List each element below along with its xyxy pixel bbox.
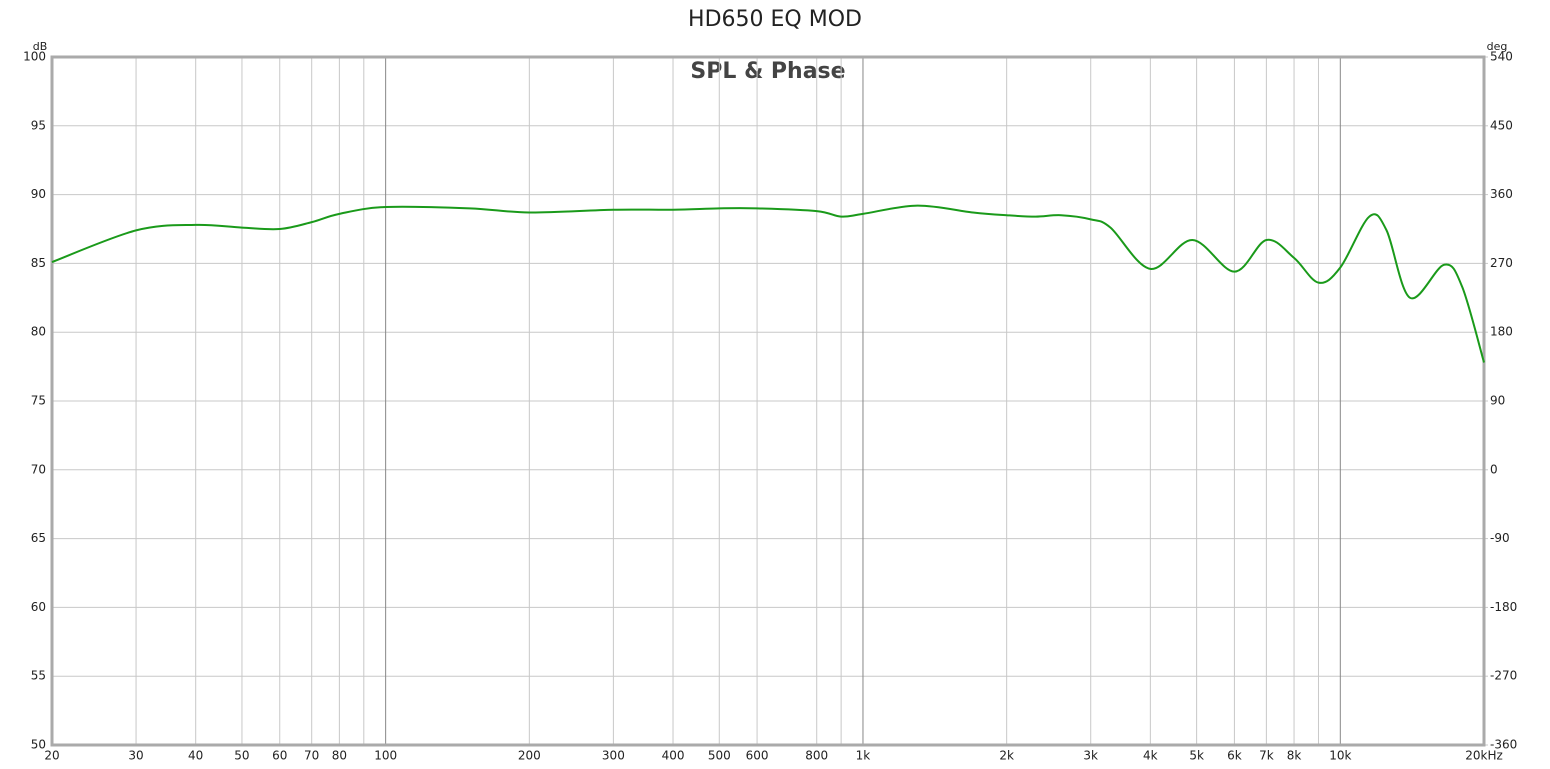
y-tick-label: 85 [31, 256, 46, 270]
x-tick-label: 500 [708, 749, 731, 763]
y-tick-label: 75 [31, 394, 46, 408]
y-tick-label: 95 [31, 118, 46, 132]
x-tick-label: 70 [304, 749, 319, 763]
y2-tick-label: -180 [1490, 600, 1517, 614]
y2-tick-label: 360 [1490, 187, 1513, 201]
x-tick-label: 50 [234, 749, 249, 763]
y2-tick-label: -90 [1490, 531, 1510, 545]
x-tick-label: 40 [188, 749, 203, 763]
x-tick-label: 20kHz [1465, 749, 1503, 763]
x-tick-label: 7k [1259, 749, 1274, 763]
y2-tick-label: -270 [1490, 669, 1517, 683]
x-tick-label: 100 [374, 749, 397, 763]
x-tick-label: 5k [1189, 749, 1204, 763]
y-tick-label: 90 [31, 187, 46, 201]
y-tick-label: 60 [31, 600, 46, 614]
x-tick-label: 2k [999, 749, 1014, 763]
y-tick-label: 100 [23, 50, 46, 64]
y2-tick-label: 450 [1490, 118, 1513, 132]
y-axis-label: dB [33, 40, 48, 53]
y2-tick-label: 90 [1490, 394, 1505, 408]
x-tick-label: 600 [746, 749, 769, 763]
x-tick-label: 30 [128, 749, 143, 763]
y-tick-label: 65 [31, 531, 46, 545]
y2-axis-label: deg [1487, 40, 1508, 53]
y-tick-label: 55 [31, 669, 46, 683]
plot-frame [50, 55, 1486, 747]
x-tick-label: 800 [805, 749, 828, 763]
x-tick-label: 400 [662, 749, 685, 763]
x-tick-label: 3k [1083, 749, 1098, 763]
y-tick-label: 50 [31, 738, 46, 752]
x-tick-label: 300 [602, 749, 625, 763]
y2-tick-label: 270 [1490, 256, 1513, 270]
chart-title: HD650 EQ MOD [688, 7, 862, 32]
y-tick-label: 70 [31, 462, 46, 476]
y2-tick-label: 540 [1490, 50, 1513, 64]
x-tick-label: 1k [856, 749, 871, 763]
y-tick-label: 80 [31, 325, 46, 339]
chart-subtitle: SPL & Phase [690, 59, 845, 84]
y2-tick-label: 180 [1490, 325, 1513, 339]
x-tick-label: 10k [1329, 749, 1351, 763]
x-tick-label: 200 [518, 749, 541, 763]
y2-tick-label: -360 [1490, 738, 1517, 752]
x-tick-label: 20 [44, 749, 59, 763]
y2-tick-label: 0 [1490, 462, 1498, 476]
spl-line [51, 204, 1485, 363]
x-tick-label: 6k [1227, 749, 1242, 763]
x-tick-label: 60 [272, 749, 287, 763]
x-tick-label: 8k [1287, 749, 1302, 763]
x-tick-label: 4k [1143, 749, 1158, 763]
x-tick-label: 80 [332, 749, 347, 763]
